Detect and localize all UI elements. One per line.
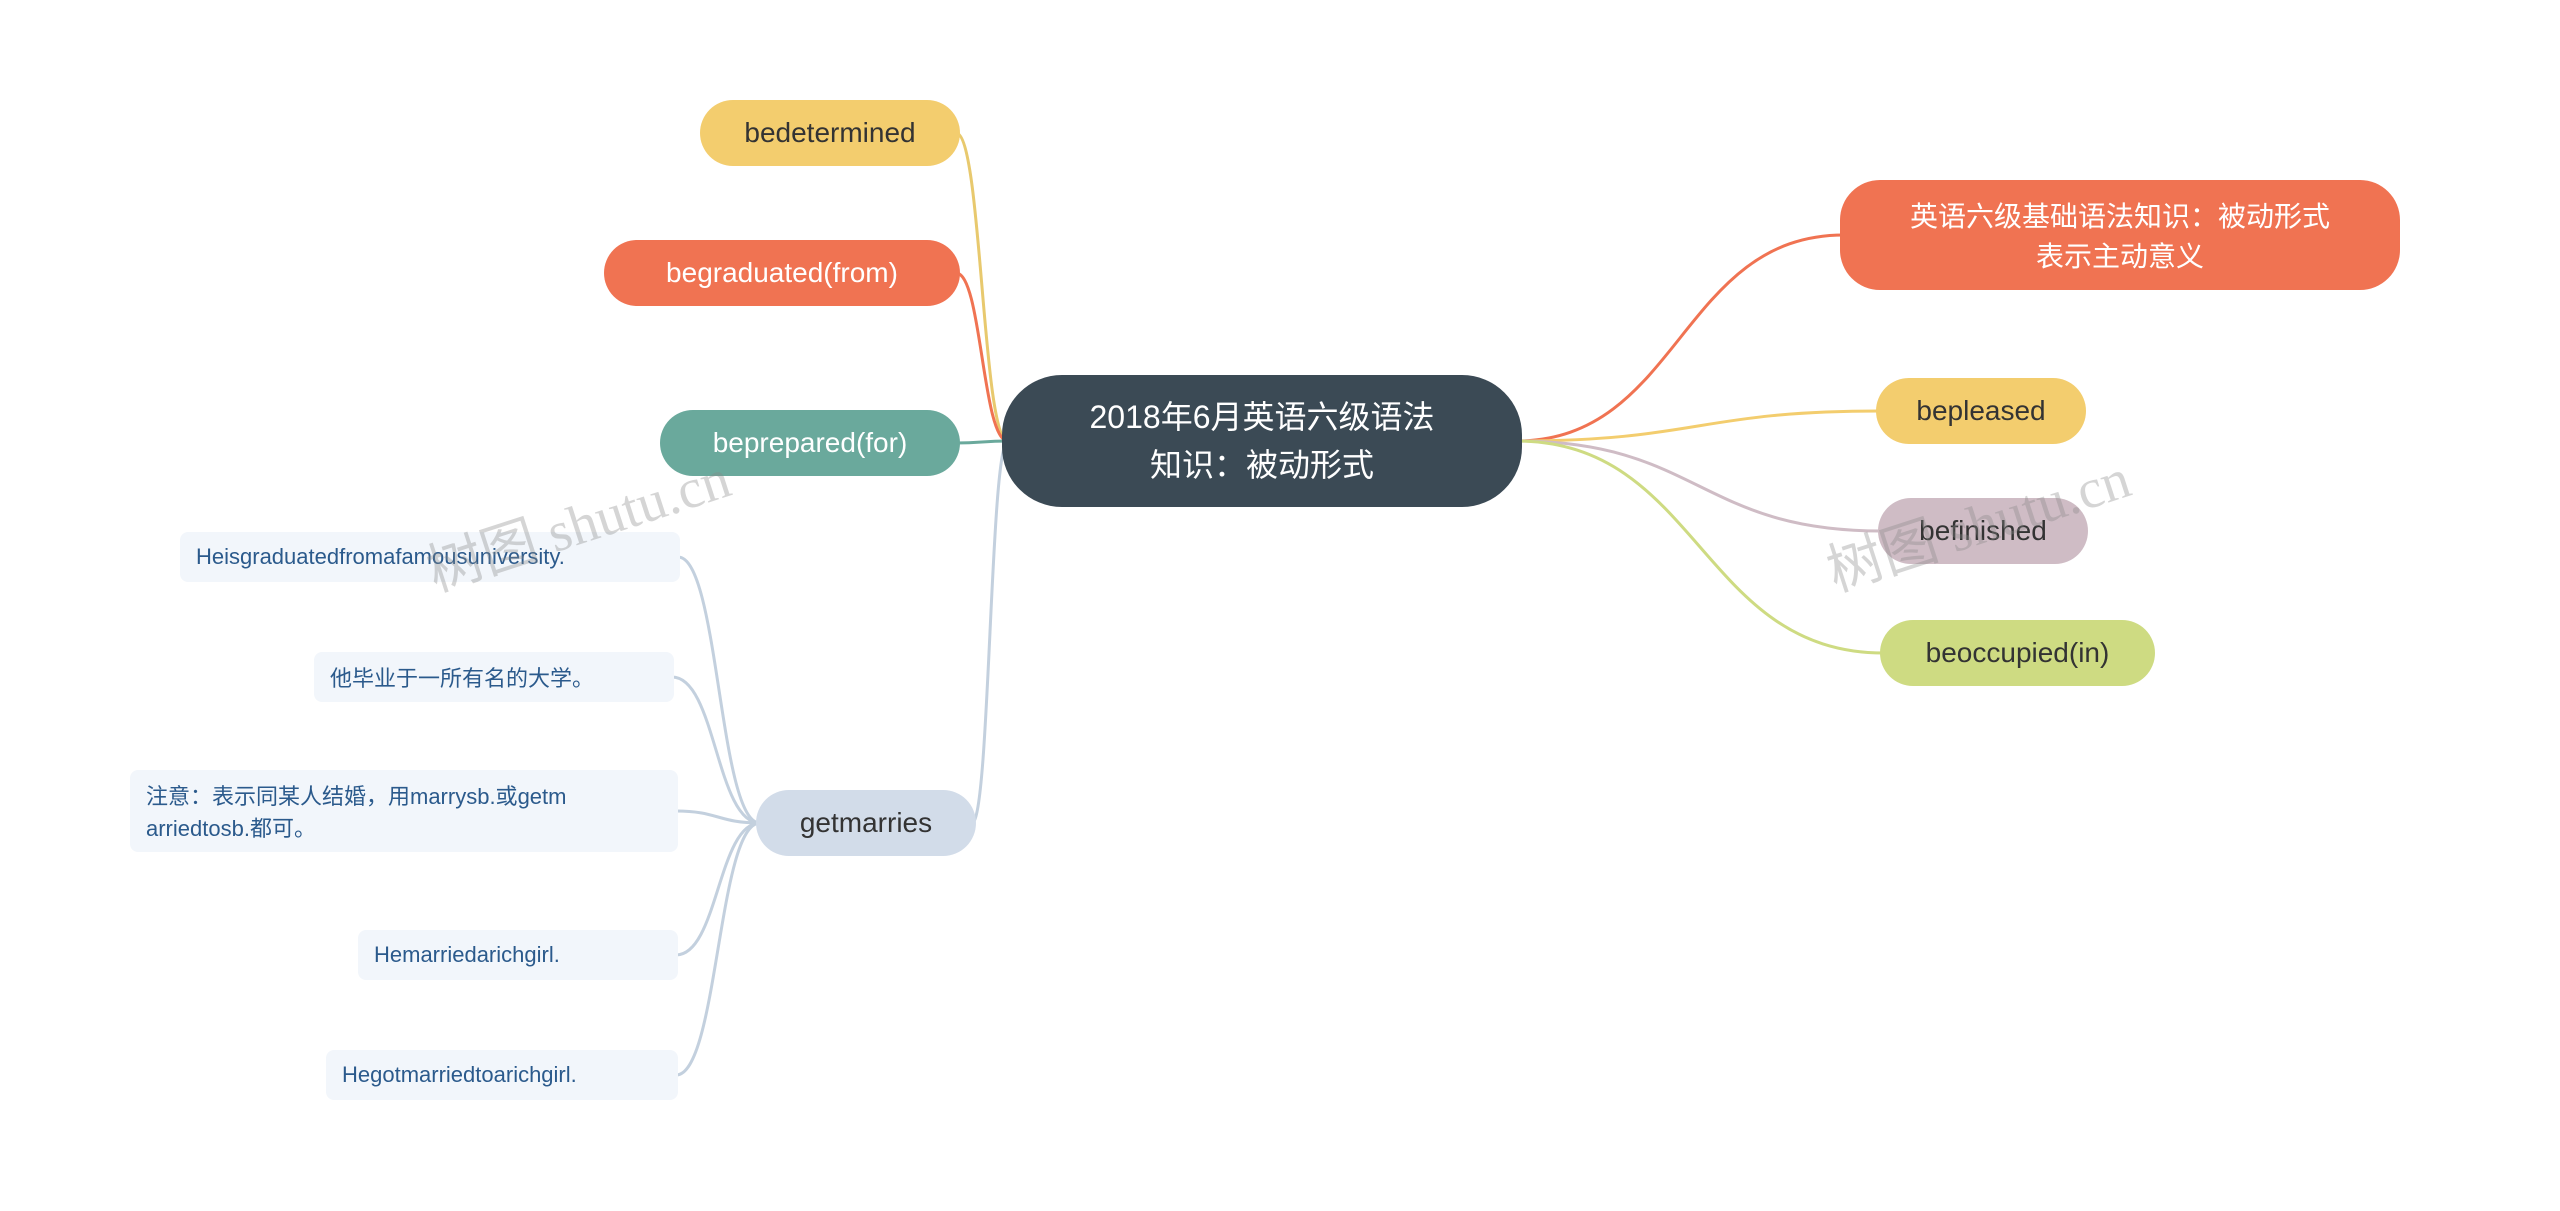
branch-label: begraduated(from) [666, 257, 898, 289]
leaf-l4c2[interactable]: 他毕业于一所有名的大学。 [314, 652, 674, 702]
leaf-l4c4[interactable]: Hemarriedarichgirl. [358, 930, 678, 980]
branch-r2[interactable]: bepleased [1876, 378, 2086, 444]
mindmap-canvas: 2018年6月英语六级语法 知识：被动形式 英语六级基础语法知识：被动形式 表示主… [0, 0, 2560, 1211]
leaf-label: Heisgraduatedfromafamousuniversity. [196, 544, 565, 570]
branch-label: 英语六级基础语法知识：被动形式 表示主动意义 [1910, 195, 2330, 275]
branch-label: bepleased [1916, 395, 2045, 427]
branch-l4[interactable]: getmarries [756, 790, 976, 856]
leaf-label: 他毕业于一所有名的大学。 [330, 661, 594, 693]
leaf-label: 注意：表示同某人结婚，用marrysb.或getm arriedtosb.都可。 [146, 779, 566, 843]
branch-l3[interactable]: beprepared(for) [660, 410, 960, 476]
leaf-l4c3[interactable]: 注意：表示同某人结婚，用marrysb.或getm arriedtosb.都可。 [130, 770, 678, 852]
leaf-l4c1[interactable]: Heisgraduatedfromafamousuniversity. [180, 532, 680, 582]
leaf-l4c5[interactable]: Hegotmarriedtoarichgirl. [326, 1050, 678, 1100]
branch-l1[interactable]: bedetermined [700, 100, 960, 166]
branch-r3[interactable]: befinished [1878, 498, 2088, 564]
root-node-root[interactable]: 2018年6月英语六级语法 知识：被动形式 [1002, 375, 1522, 507]
branch-label: befinished [1919, 515, 2047, 547]
branch-label: bedetermined [744, 117, 915, 149]
branch-r1[interactable]: 英语六级基础语法知识：被动形式 表示主动意义 [1840, 180, 2400, 290]
leaf-label: Hemarriedarichgirl. [374, 942, 560, 968]
branch-label: getmarries [800, 807, 932, 839]
branch-r4[interactable]: beoccupied(in) [1880, 620, 2155, 686]
branch-l2[interactable]: begraduated(from) [604, 240, 960, 306]
branch-label: beprepared(for) [713, 427, 908, 459]
leaf-label: Hegotmarriedtoarichgirl. [342, 1062, 577, 1088]
root-node-label: 2018年6月英语六级语法 知识：被动形式 [1090, 393, 1435, 489]
branch-label: beoccupied(in) [1926, 637, 2110, 669]
